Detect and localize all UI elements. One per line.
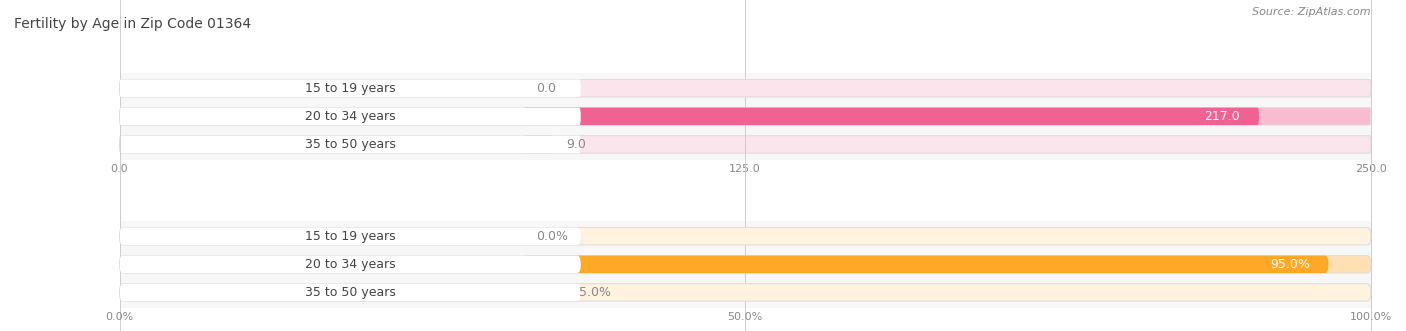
FancyBboxPatch shape xyxy=(120,79,1371,97)
FancyBboxPatch shape xyxy=(523,284,567,301)
FancyBboxPatch shape xyxy=(523,256,1329,273)
Text: 0.0: 0.0 xyxy=(536,82,557,95)
FancyBboxPatch shape xyxy=(523,108,1258,125)
FancyBboxPatch shape xyxy=(120,108,1371,125)
Text: Source: ZipAtlas.com: Source: ZipAtlas.com xyxy=(1253,7,1371,17)
FancyBboxPatch shape xyxy=(120,284,581,301)
FancyBboxPatch shape xyxy=(120,284,1371,301)
Text: 95.0%: 95.0% xyxy=(1270,258,1310,271)
Text: 35 to 50 years: 35 to 50 years xyxy=(305,286,395,299)
Text: Fertility by Age in Zip Code 01364: Fertility by Age in Zip Code 01364 xyxy=(14,17,252,30)
FancyBboxPatch shape xyxy=(523,136,554,153)
FancyBboxPatch shape xyxy=(120,79,581,97)
FancyBboxPatch shape xyxy=(120,227,581,245)
Text: 217.0: 217.0 xyxy=(1205,110,1240,123)
FancyBboxPatch shape xyxy=(120,108,581,125)
Text: 20 to 34 years: 20 to 34 years xyxy=(305,110,395,123)
FancyBboxPatch shape xyxy=(120,136,1371,153)
Text: 15 to 19 years: 15 to 19 years xyxy=(305,230,395,243)
Text: 20 to 34 years: 20 to 34 years xyxy=(305,258,395,271)
FancyBboxPatch shape xyxy=(120,256,581,273)
Text: 35 to 50 years: 35 to 50 years xyxy=(305,138,395,151)
Text: 0.0%: 0.0% xyxy=(536,230,568,243)
FancyBboxPatch shape xyxy=(120,136,581,153)
Text: 5.0%: 5.0% xyxy=(578,286,610,299)
Text: 9.0: 9.0 xyxy=(567,138,586,151)
Text: 15 to 19 years: 15 to 19 years xyxy=(305,82,395,95)
FancyBboxPatch shape xyxy=(120,256,1371,273)
FancyBboxPatch shape xyxy=(120,227,1371,245)
